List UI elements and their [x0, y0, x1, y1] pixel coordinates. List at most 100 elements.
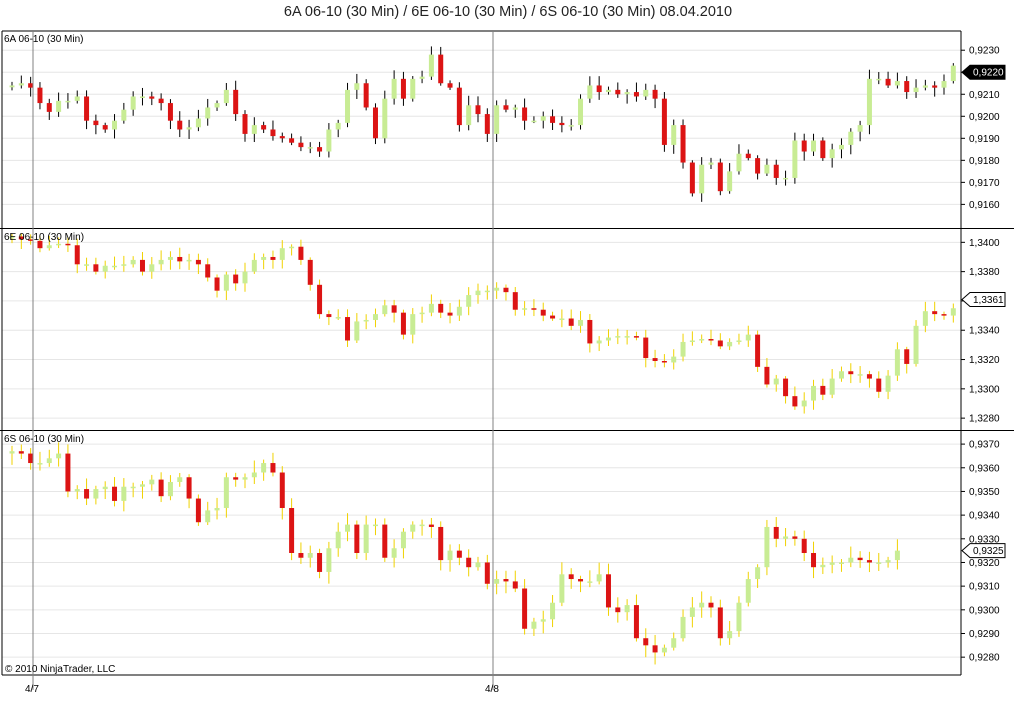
candle-body: [783, 378, 789, 397]
candle-body: [727, 631, 733, 639]
candle-body: [503, 287, 509, 293]
candle-body: [307, 553, 313, 558]
candle-body: [848, 371, 854, 375]
candle-body: [633, 605, 639, 639]
candle-body: [587, 85, 593, 99]
candle-body: [112, 120, 118, 130]
candle-body: [9, 85, 15, 88]
candle-body: [587, 581, 593, 583]
candle-body: [121, 486, 127, 501]
candle-body: [811, 553, 817, 568]
candle-body: [866, 374, 872, 379]
candle-body: [932, 311, 938, 315]
candle-body: [270, 463, 276, 473]
candle-body: [84, 489, 90, 499]
candle-body: [438, 526, 444, 561]
candle-body: [149, 264, 155, 272]
candle-body: [764, 526, 770, 568]
candle-body: [605, 337, 611, 341]
candle-body: [186, 127, 192, 130]
candle-body: [475, 105, 481, 115]
candle-body: [233, 274, 239, 284]
candle-body: [512, 581, 518, 589]
y-tick-label: 0,9280: [969, 653, 1000, 664]
candle-body: [195, 498, 201, 523]
candle-body: [9, 236, 15, 239]
candle-body: [46, 103, 52, 112]
candle-body: [335, 317, 341, 319]
candle-body: [699, 339, 705, 341]
candle-body: [121, 109, 127, 121]
candle-body: [270, 129, 276, 137]
candle-body: [270, 256, 276, 260]
candle-body: [195, 118, 201, 128]
candle-body: [680, 341, 686, 357]
candle-body: [633, 336, 639, 338]
candle-body: [950, 308, 956, 316]
candle-body: [717, 607, 723, 639]
candle-body: [466, 557, 472, 568]
y-tick-label: 1,3400: [969, 238, 1000, 249]
candle-body: [876, 562, 882, 564]
candle-body: [307, 259, 313, 285]
candle-body: [167, 481, 173, 497]
candle-body: [167, 103, 173, 121]
last-price-badge: [961, 543, 1006, 559]
candle-body: [326, 314, 332, 318]
candle-body: [894, 550, 900, 561]
candle-body: [559, 318, 565, 321]
candle-body: [372, 314, 378, 320]
candle-body: [233, 477, 239, 480]
candle-body: [680, 616, 686, 639]
candle-body: [382, 98, 388, 139]
candle-body: [838, 562, 844, 564]
candle-body: [46, 458, 52, 464]
candle-body: [279, 136, 285, 139]
candle-body: [279, 472, 285, 509]
candle-body: [261, 125, 267, 130]
candle-body: [484, 114, 490, 134]
candle-body: [540, 309, 546, 316]
candle-body: [18, 83, 24, 86]
candle-body: [894, 81, 900, 86]
candle-body: [689, 162, 695, 194]
candle-body: [866, 78, 872, 126]
candle-body: [885, 78, 891, 86]
candle-body: [494, 287, 500, 291]
candle-body: [736, 340, 742, 342]
candle-body: [93, 264, 99, 272]
candle-body: [400, 78, 406, 99]
candle-body: [522, 107, 528, 121]
last-price-label: 0,9325: [973, 546, 1004, 557]
candle-body: [783, 536, 789, 539]
candle-body: [652, 89, 658, 99]
candle-body: [615, 336, 621, 338]
candle-body: [531, 308, 537, 310]
candle-body: [177, 120, 183, 130]
candle-body: [37, 240, 43, 249]
candle-body: [578, 579, 584, 582]
candle-body: [708, 162, 714, 165]
candle-body: [289, 508, 295, 553]
candle-body: [345, 317, 351, 341]
candle-body: [251, 472, 257, 478]
candle-body: [801, 400, 807, 407]
candle-body: [410, 78, 416, 99]
candle-body: [531, 120, 537, 123]
candle-body: [773, 378, 779, 385]
frame-layer: [0, 30, 1014, 690]
candle-body: [866, 560, 872, 563]
candle-body: [559, 574, 565, 603]
candle-body: [18, 451, 24, 454]
candle-body: [93, 489, 99, 499]
candle-body: [466, 105, 472, 126]
last-price-label: 1,3361: [973, 295, 1004, 306]
candle-body: [829, 378, 835, 395]
candle-body: [764, 366, 770, 385]
candle-body: [913, 325, 919, 364]
panel-label: 6A 06-10 (30 Min): [4, 34, 84, 45]
candle-body: [820, 140, 826, 159]
y-tick-label: 1,3280: [969, 414, 1000, 425]
candle-body: [382, 524, 388, 558]
